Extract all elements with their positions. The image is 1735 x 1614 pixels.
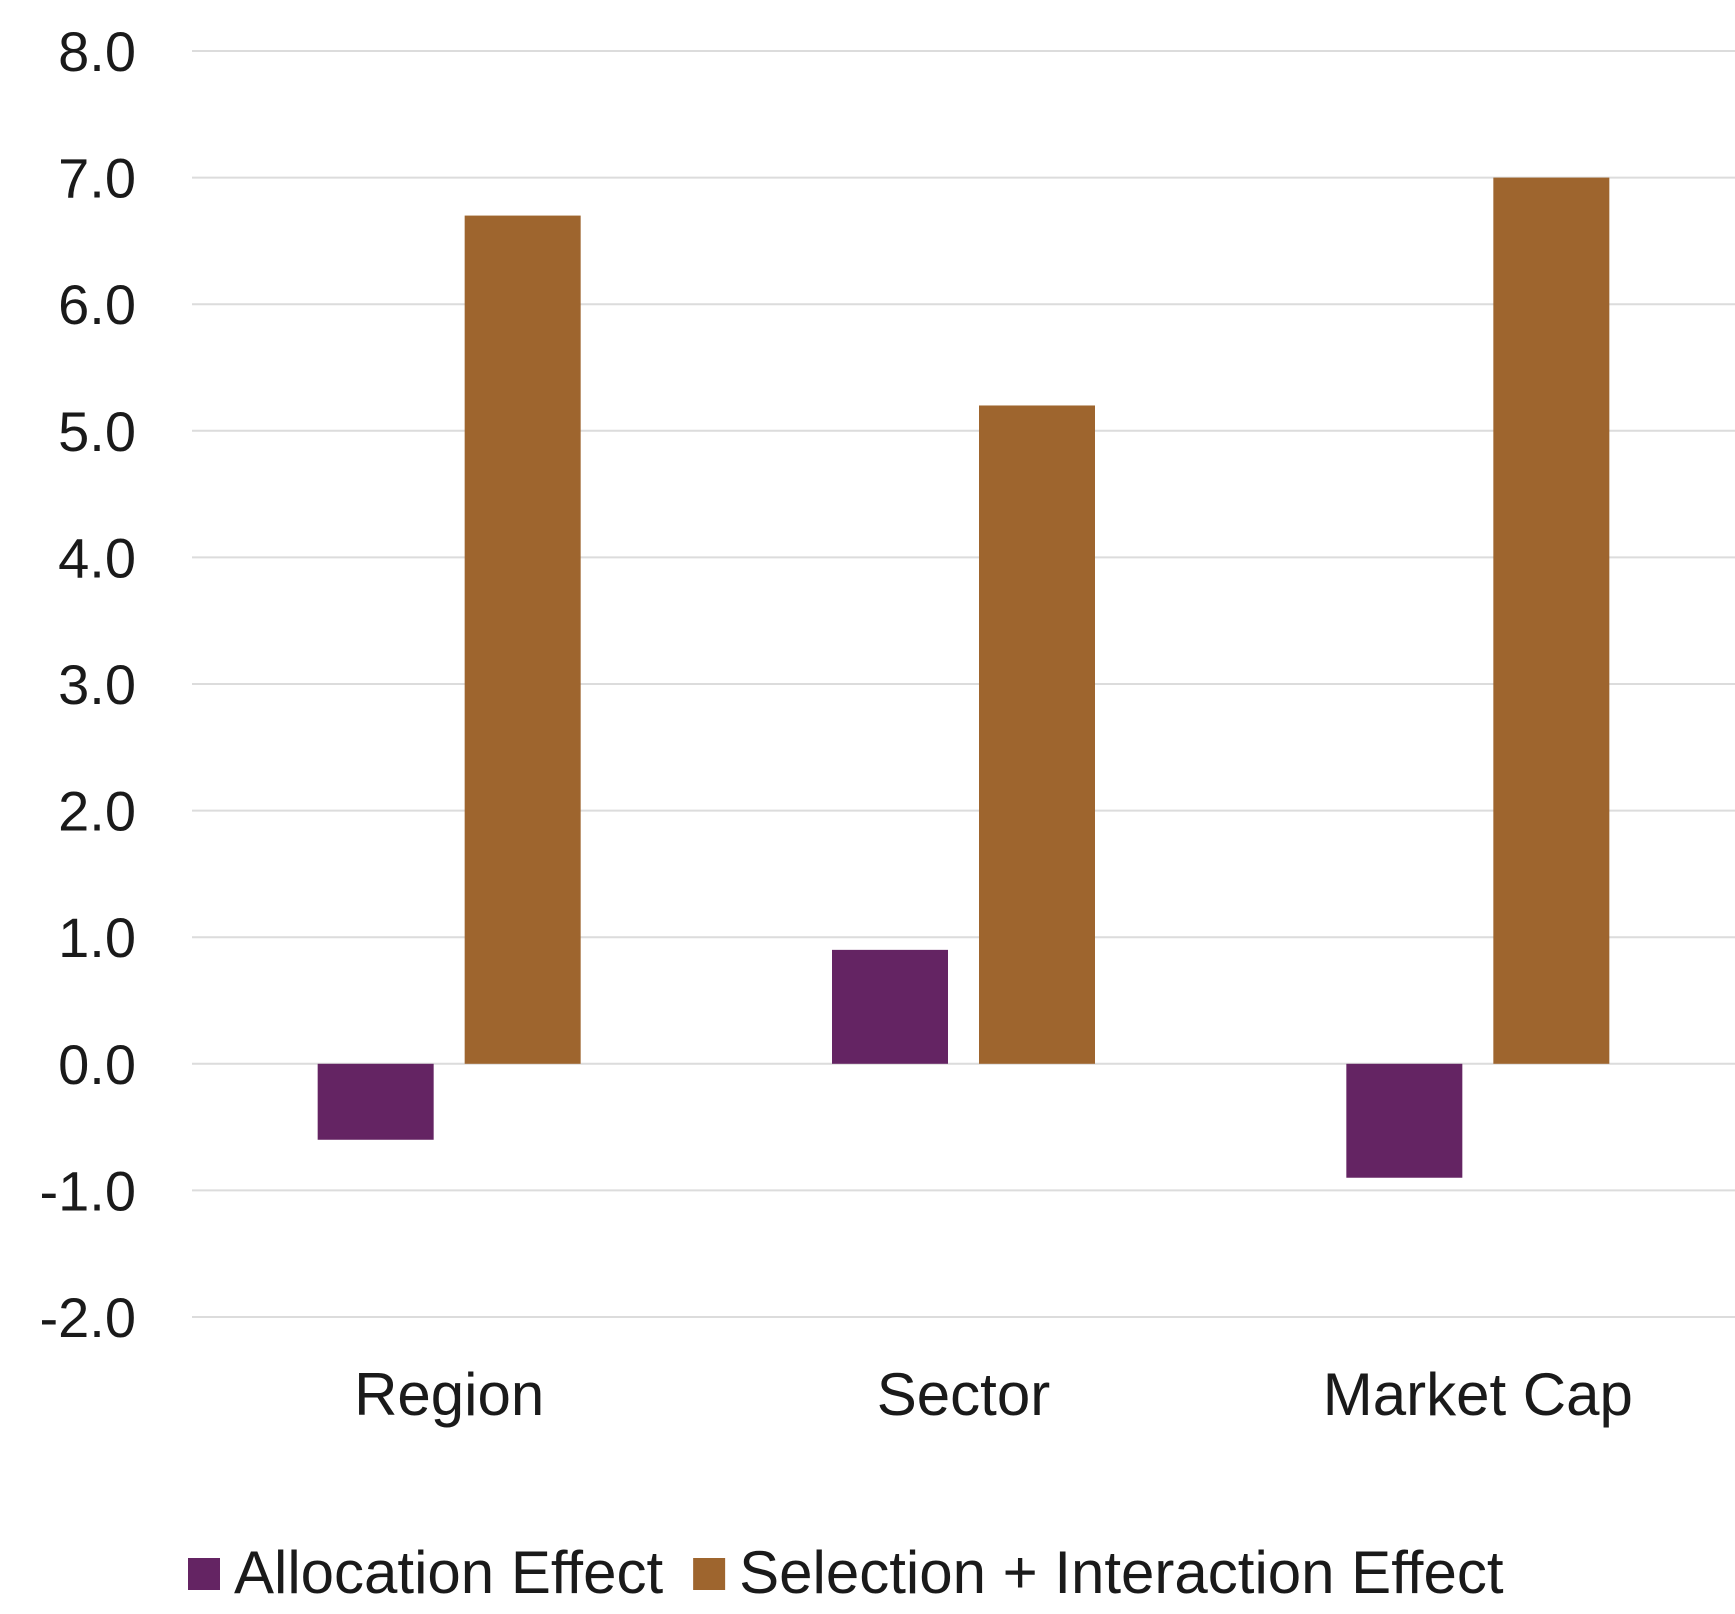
y-tick-label: 2.0	[58, 780, 136, 843]
y-axis-tick-labels: 8.0 7.0 6.0 5.0 4.0 3.0 2.0 1.0 0.0 -1.0 -2.0	[40, 20, 137, 1349]
legend-swatch	[693, 1558, 726, 1590]
x-category-label: Sector	[877, 1361, 1050, 1428]
legend: Allocation Effect Selection + Interaction…	[188, 1539, 1504, 1606]
legend-swatch	[188, 1558, 220, 1590]
bar-market-cap-series-0	[1346, 1063, 1463, 1178]
y-tick-label: 0.0	[58, 1033, 136, 1096]
bar-region-series-0	[317, 1063, 434, 1140]
y-tick-label: 1.0	[58, 906, 136, 969]
legend-label: Selection + Interaction Effect	[739, 1539, 1504, 1606]
y-tick-label: 8.0	[58, 20, 136, 83]
y-tick-label: 4.0	[58, 526, 136, 589]
bar-sector-series-1	[979, 405, 1095, 1064]
y-tick-label: -1.0	[40, 1159, 137, 1222]
y-tick-label: 7.0	[58, 147, 136, 210]
y-tick-label: 5.0	[58, 400, 136, 463]
bar-market-cap-series-1	[1493, 177, 1610, 1064]
y-tick-label: -2.0	[40, 1286, 137, 1349]
gridlines	[192, 50, 1735, 1318]
y-tick-label: 6.0	[58, 273, 136, 336]
x-axis-category-labels: Region Sector Market Cap	[354, 1361, 1633, 1428]
legend-label: Allocation Effect	[234, 1539, 663, 1606]
x-category-label: Market Cap	[1323, 1361, 1633, 1428]
bar-region-series-1	[464, 215, 581, 1064]
bars	[317, 177, 1610, 1178]
bar-sector-series-0	[832, 949, 948, 1064]
y-tick-label: 3.0	[58, 653, 136, 716]
x-category-label: Region	[354, 1361, 544, 1428]
